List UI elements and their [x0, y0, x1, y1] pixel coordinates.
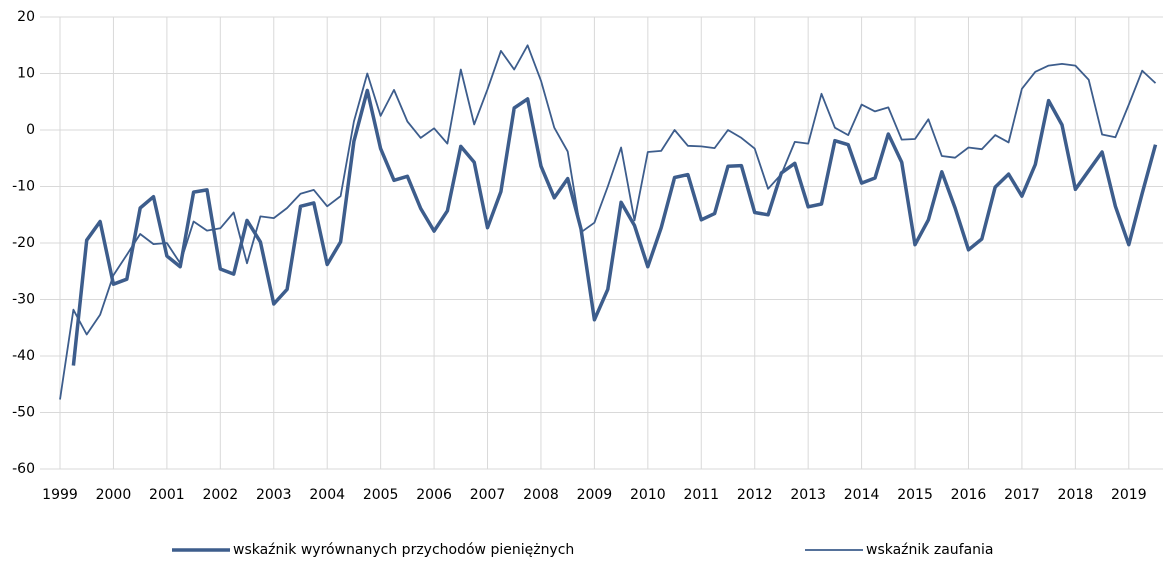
- y-tick-label: -40: [12, 348, 35, 364]
- legend-label: wskaźnik wyrównanych przychodów pieniężn…: [233, 542, 574, 558]
- x-tick-label: 2003: [256, 487, 292, 503]
- x-tick-label: 2019: [1111, 487, 1147, 503]
- x-tick-label: 2000: [96, 487, 132, 503]
- series-line: [71, 88, 1158, 366]
- x-tick-label: 1999: [42, 487, 78, 503]
- x-tick-label: 2010: [630, 487, 666, 503]
- series-line: [59, 44, 1157, 400]
- x-tick-label: 2006: [416, 487, 452, 503]
- y-tick-label: 10: [17, 66, 35, 82]
- legend-label: wskaźnik zaufania: [866, 542, 994, 558]
- x-tick-label: 2014: [844, 487, 880, 503]
- y-tick-label: -10: [12, 179, 35, 195]
- x-tick-label: 2002: [202, 487, 238, 503]
- x-tick-label: 2005: [363, 487, 399, 503]
- x-tick-label: 2004: [309, 487, 345, 503]
- x-tick-label: 2007: [470, 487, 506, 503]
- x-tick-label: 2017: [1004, 487, 1040, 503]
- y-tick-label: -50: [12, 405, 35, 421]
- y-tick-label: -20: [12, 235, 35, 251]
- y-tick-label: -60: [12, 461, 35, 477]
- y-tick-label: 20: [17, 9, 35, 25]
- x-tick-label: 2001: [149, 487, 185, 503]
- x-tick-label: 2015: [897, 487, 933, 503]
- x-tick-label: 2008: [523, 487, 559, 503]
- x-tick-label: 2011: [683, 487, 719, 503]
- x-tick-label: 2012: [737, 487, 773, 503]
- x-tick-label: 2018: [1058, 487, 1094, 503]
- x-tick-label: 2016: [951, 487, 987, 503]
- y-tick-label: -30: [12, 292, 35, 308]
- x-tick-label: 2009: [577, 487, 613, 503]
- x-tick-label: 2013: [790, 487, 826, 503]
- y-tick-label: 0: [26, 122, 35, 138]
